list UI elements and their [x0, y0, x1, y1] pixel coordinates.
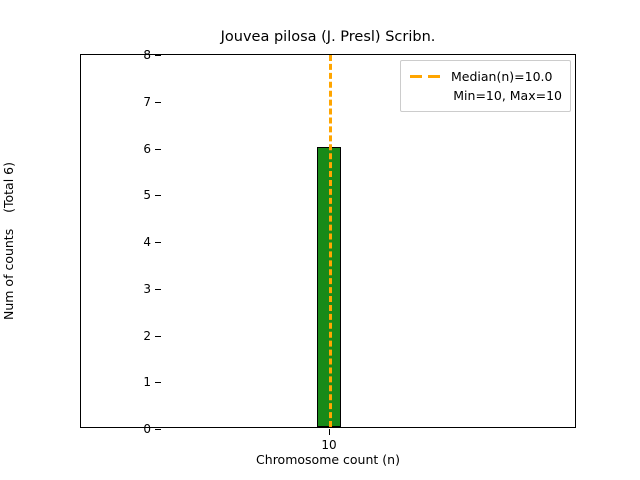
- x-tick-label: 10: [321, 438, 337, 452]
- y-tick-mark: [155, 101, 161, 103]
- y-tick-mark: [155, 195, 161, 197]
- legend-entry-median: Median(n)=10.0: [409, 67, 562, 86]
- y-tick-mark: [155, 242, 161, 243]
- y-tick-label: 8: [143, 48, 151, 62]
- dashed-line-icon: [409, 71, 443, 83]
- plot-area: 0 1 2 3 4 5 6 7: [80, 48, 576, 452]
- legend-entry-minmax: Min=10, Max=10: [409, 86, 562, 105]
- legend[interactable]: Median(n)=10.0 Min=10, Max=10: [400, 60, 571, 112]
- plot-inner: [81, 55, 575, 427]
- y-tick-label: 0: [143, 422, 151, 436]
- legend-label-median: Median(n)=10.0: [451, 69, 553, 84]
- y-axis-label-container: Num of counts (Total 6): [0, 54, 18, 428]
- y-tick-label: 1: [143, 375, 151, 390]
- y-tick-label: 6: [143, 141, 151, 156]
- y-tick-label: 3: [143, 281, 151, 296]
- chart-title: Jouvea pilosa (J. Presl) Scribn.: [220, 29, 436, 45]
- y-tick-label: 7: [143, 94, 151, 109]
- x-tick-mark: [329, 429, 330, 435]
- y-axis-label: Num of counts (Total 6): [1, 162, 16, 320]
- y-tick-label: 5: [143, 188, 151, 203]
- y-tick-mark: [155, 288, 161, 290]
- y-tick-mark: [155, 55, 161, 56]
- legend-label-minmax: Min=10, Max=10: [453, 88, 562, 103]
- median-line: [329, 55, 332, 427]
- y-tick-mark: [155, 382, 161, 384]
- y-tick-label: 2: [143, 328, 151, 343]
- y-tick-mark: [155, 335, 161, 337]
- y-tick-label: 4: [143, 235, 151, 249]
- x-axis-label: Chromosome count (n): [256, 452, 400, 467]
- y-tick-mark: [155, 429, 161, 430]
- y-tick-mark: [155, 148, 161, 150]
